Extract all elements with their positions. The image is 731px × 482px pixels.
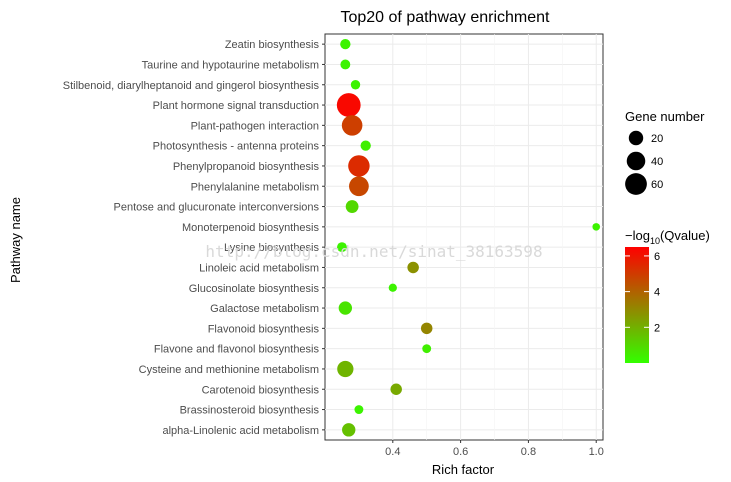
y-tick-label: Linoleic acid metabolism [199, 262, 319, 274]
y-tick-label: Stilbenoid, diarylheptanoid and gingerol… [63, 80, 320, 92]
size-legend-dot [625, 173, 647, 195]
y-tick-label: Zeatin biosynthesis [225, 39, 320, 51]
data-point [342, 423, 356, 437]
grid [325, 34, 603, 440]
x-tick-label: 0.4 [385, 446, 400, 458]
y-tick-label: Carotenoid biosynthesis [202, 384, 320, 396]
data-point [354, 405, 364, 414]
size-legend-dot [626, 151, 646, 171]
color-legend-bar [625, 247, 649, 363]
chart-title: Top20 of pathway enrichment [340, 9, 550, 26]
y-tick-label: Glucosinolate biosynthesis [189, 283, 320, 295]
data-point [360, 140, 371, 151]
data-point [348, 155, 370, 177]
x-tick-label: 1.0 [589, 446, 604, 458]
points [336, 38, 600, 437]
y-axis: Zeatin biosynthesis Taurine and hypotauri… [63, 39, 325, 437]
y-tick-label: Lysine biosynthesis [224, 242, 319, 254]
y-tick-label: Flavone and flavonol biosynthesis [154, 344, 320, 356]
y-tick-label: Plant hormone signal transduction [153, 100, 319, 112]
color-legend: −log10(Qvalue) 2 4 6 [625, 228, 710, 363]
y-tick-label: Taurine and hypotaurine metabolism [142, 59, 319, 71]
x-axis-title: Rich factor [432, 462, 495, 477]
y-tick-label: alpha-Linolenic acid metabolism [162, 425, 319, 437]
color-legend-label: 2 [654, 322, 660, 334]
size-legend-label: 40 [651, 156, 663, 168]
x-tick-label: 0.6 [453, 446, 468, 458]
x-tick-label: 0.8 [521, 446, 536, 458]
data-point [337, 360, 354, 378]
data-point [407, 261, 419, 274]
data-point [345, 200, 359, 213]
data-point [337, 242, 347, 253]
size-legend-label: 60 [651, 179, 663, 191]
y-tick-label: Phenylpropanoid biosynthesis [173, 161, 320, 173]
watermark-text: http://blog.csdn.net/sinat_38163598 [205, 242, 542, 261]
size-legend: Gene number 20 40 60 [625, 109, 705, 195]
size-legend-label: 20 [651, 133, 663, 145]
y-tick-label: Monoterpenoid biosynthesis [182, 222, 319, 234]
y-tick-label: Brassinosteroid biosynthesis [180, 405, 320, 417]
y-tick-label: Pentose and glucuronate interconversions [114, 202, 320, 214]
size-legend-title: Gene number [625, 109, 705, 124]
y-axis-title: Pathway name [8, 197, 23, 283]
data-point [341, 115, 363, 136]
data-point [420, 322, 433, 335]
y-tick-label: Plant-pathogen interaction [191, 120, 319, 132]
plot-panel [324, 33, 604, 441]
data-point [390, 383, 402, 395]
data-point [340, 59, 351, 70]
y-tick-label: Phenylalanine metabolism [191, 181, 319, 193]
y-tick-label: Cysteine and methionine metabolism [139, 364, 319, 376]
color-legend-label: 6 [654, 251, 660, 263]
data-point [388, 283, 397, 292]
size-legend-dot [628, 130, 644, 146]
data-point [336, 93, 361, 117]
data-point [422, 344, 432, 354]
data-point [350, 80, 361, 90]
color-legend-title: −log10(Qvalue) [625, 228, 710, 246]
y-tick-label: Flavonoid biosynthesis [208, 323, 320, 335]
data-point [349, 176, 369, 197]
y-tick-label: Photosynthesis - antenna proteins [153, 141, 320, 153]
x-axis: 0.4 0.6 0.8 1.0 [385, 440, 604, 458]
data-point [338, 301, 353, 315]
color-legend-label: 4 [654, 287, 660, 299]
data-point [592, 223, 600, 231]
y-tick-label: Galactose metabolism [210, 303, 319, 315]
data-point [340, 38, 351, 50]
